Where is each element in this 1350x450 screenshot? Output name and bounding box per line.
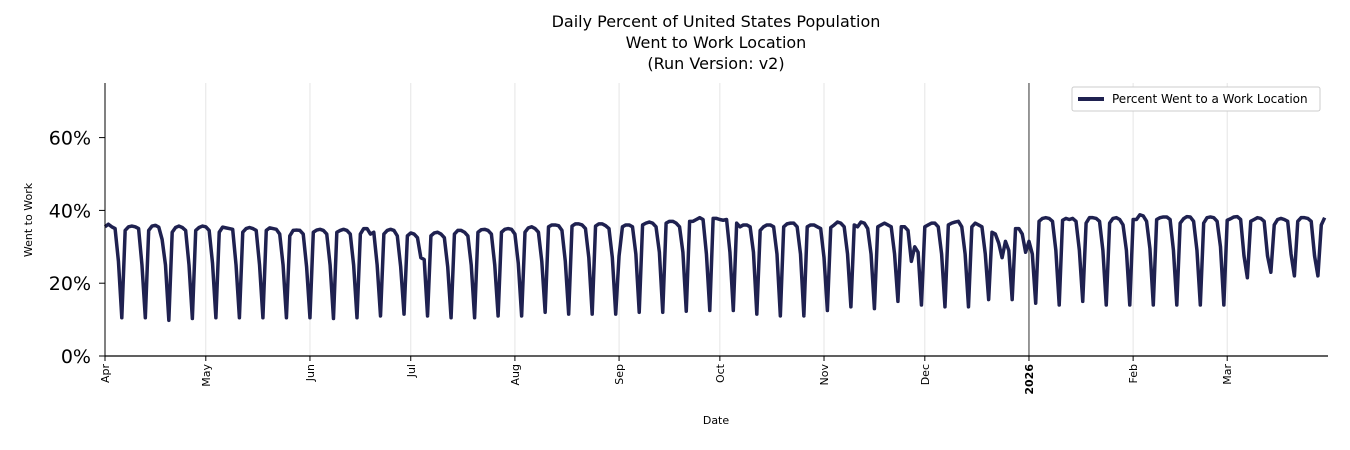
series-line-0 — [103, 213, 1327, 323]
x-tick-label-11: Mar — [1221, 364, 1234, 385]
y-axis-label: Went to Work — [22, 182, 35, 257]
x-axis-label: Date — [703, 414, 730, 427]
x-tick-label-4: Aug — [509, 364, 522, 385]
x-tick-label-6: Oct — [714, 363, 727, 383]
x-tick-label-9: 2026 — [1023, 364, 1036, 395]
axes — [104, 83, 1328, 357]
x-tick-label-7: Nov — [818, 364, 831, 386]
chart-title-line-2: Went to Work Location — [626, 33, 807, 52]
x-tick-label-2: Jun — [304, 364, 317, 382]
x-tick-label-10: Feb — [1127, 364, 1140, 383]
x-tick-label-0: Apr — [99, 364, 112, 384]
y-tick-label-0: 0% — [61, 346, 91, 368]
y-axis-ticks: 0% 20% 40% 60% — [49, 128, 105, 368]
x-axis-ticks: Apr May Jun Jul Aug Sep Oct Nov Dec 2026 Feb Mar — [99, 356, 1234, 395]
vertical-gridlines — [104, 83, 1228, 356]
series-layer — [103, 213, 1327, 323]
legend-frame — [1071, 86, 1321, 112]
chart-title-line-1: Daily Percent of United States Populatio… — [552, 12, 881, 31]
x-tick-label-5: Sep — [613, 364, 626, 385]
x-tick-label-3: Jul — [405, 364, 418, 378]
x-tick-label-1: May — [200, 364, 213, 387]
legend-label: Percent Went to a Work Location — [1112, 92, 1308, 106]
legend: Percent Went to a Work Location — [1071, 86, 1321, 112]
y-tick-label-2: 40% — [49, 200, 91, 222]
x-tick-label-8: Dec — [919, 364, 932, 385]
y-tick-label-3: 60% — [49, 128, 91, 150]
chart-title-line-3: (Run Version: v2) — [647, 54, 784, 73]
chart-title: Daily Percent of United States Populatio… — [552, 12, 881, 73]
y-tick-label-1: 20% — [49, 273, 91, 295]
